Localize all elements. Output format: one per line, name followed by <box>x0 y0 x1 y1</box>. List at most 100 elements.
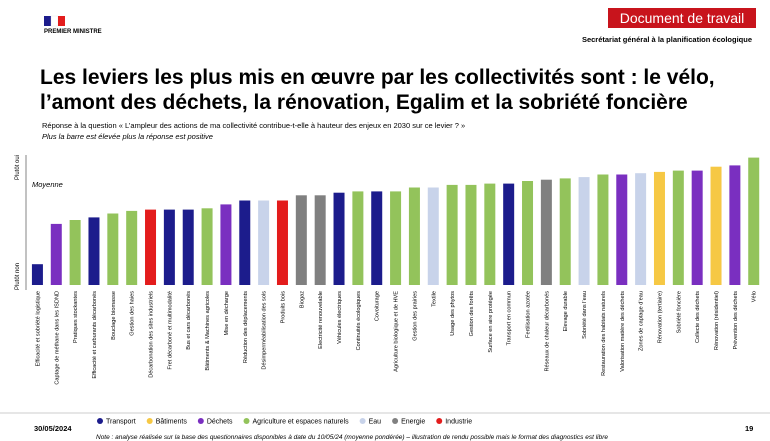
x-tick-label: Décarbonation des sites industriels <box>149 291 155 378</box>
legend-swatch <box>197 418 204 424</box>
bar <box>672 170 684 285</box>
x-tick-label: Collecte des déchets <box>695 291 701 343</box>
x-tick-label: Surface en aire protégée <box>488 291 494 353</box>
x-tick-label: Covoiturage <box>375 291 381 321</box>
bar <box>314 195 326 285</box>
x-tick-label: Textile <box>431 291 437 307</box>
bar <box>710 166 722 285</box>
legend-label: Industrie <box>445 419 472 426</box>
bar <box>220 204 232 285</box>
title-line: l’amont des déchets, la rénovation, Egal… <box>40 91 688 114</box>
x-tick-label: Rénovation (résidentiel) <box>714 291 720 350</box>
bar <box>484 183 496 285</box>
x-tick-label: Efficacité et sobriété logistique <box>35 291 41 366</box>
x-tick-label: Produits bois <box>280 291 286 324</box>
bar <box>427 187 439 285</box>
x-tick-label: Electricité renouvelable <box>318 291 324 349</box>
x-tick-label: Bus et cars décarbonés <box>186 291 192 350</box>
page-number: 19 <box>745 424 753 433</box>
x-tick-label: Désimperméabilisation des sols <box>262 291 268 370</box>
bar <box>352 191 364 285</box>
bar <box>126 210 138 285</box>
legend-label: Bâtiments <box>156 419 188 426</box>
flag-red <box>58 16 65 26</box>
bar <box>295 195 307 285</box>
bar <box>748 157 760 285</box>
bar <box>522 181 534 285</box>
org: Secrétariat général à la planification é… <box>582 35 752 44</box>
logo: PREMIER MINISTRE <box>44 29 102 35</box>
bar <box>50 223 62 285</box>
bar <box>182 209 194 285</box>
legend-swatch <box>436 418 443 424</box>
note: Note : analyse réalisée sur la base des … <box>96 434 608 441</box>
bar <box>276 200 288 285</box>
legend-swatch <box>243 418 250 424</box>
axis-bottom: Plutôt non <box>15 263 21 290</box>
bar <box>729 165 741 285</box>
x-tick-label: Gestion des prairies <box>412 291 418 341</box>
badge-box <box>608 8 756 28</box>
x-tick-label: Elevage durable <box>563 291 569 331</box>
x-tick-label: Continuités écologiques <box>356 291 362 351</box>
x-tick-label: Biogaz <box>299 291 305 308</box>
annotation: Moyenne <box>32 180 63 189</box>
x-tick-label: Sobriété foncière <box>676 291 682 333</box>
x-tick-label: Mise en décharge <box>224 291 230 335</box>
bar <box>88 217 100 285</box>
x-tick-label: Gestion des forêts <box>469 291 475 337</box>
x-tick-label: Véhicules électriques <box>337 291 343 344</box>
bar <box>597 174 609 285</box>
bar <box>31 264 43 285</box>
bar <box>333 192 345 285</box>
bar <box>371 191 383 285</box>
x-tick-label: Restauration des habitats naturels <box>601 291 607 376</box>
legend-label: Energie <box>401 419 425 426</box>
legend-swatch <box>359 418 366 424</box>
bar <box>559 178 571 285</box>
legend-swatch <box>97 418 103 424</box>
bar <box>653 171 665 285</box>
legend-label: Déchets <box>207 419 233 426</box>
subtitle: Réponse à la question « L’ampleur des ac… <box>42 121 465 130</box>
bar <box>258 200 270 285</box>
axis-top: Plutôt oui <box>15 155 21 180</box>
bar <box>163 209 175 285</box>
x-tick-label: Efficacité et carburants décarbonés <box>92 291 98 379</box>
bar <box>503 183 515 285</box>
x-tick-label: Bouclage biomasse <box>111 291 117 340</box>
bar <box>390 191 402 285</box>
flag-white <box>50 15 59 27</box>
legend-label: Transport <box>106 419 136 426</box>
bar <box>239 200 251 285</box>
bar <box>691 170 703 285</box>
x-tick-label: Valorisation matière des déchets <box>620 291 626 372</box>
x-tick-label: Rénovation (tertiaire) <box>657 291 663 343</box>
title-line: Les leviers les plus mis en œuvre par le… <box>40 66 715 89</box>
badge: Document de travail <box>620 10 745 26</box>
legend-label: Agriculture et espaces naturels <box>253 419 350 426</box>
x-tick-label: Sobriété dans l’eau <box>582 291 588 339</box>
x-tick-label: Prévention des déchets <box>733 291 739 350</box>
bar <box>408 187 420 285</box>
legend-swatch <box>392 418 399 424</box>
x-tick-label: Zones de captage d’eau <box>639 291 645 351</box>
legend-label: Eau <box>369 419 382 426</box>
x-tick-label: Réduction des déplacements <box>243 291 249 363</box>
x-tick-label: Usage des phytos <box>450 291 456 336</box>
flag-blue <box>44 16 51 26</box>
x-tick-label: Fertilisation azotée <box>526 291 532 338</box>
bar <box>446 184 458 285</box>
bar <box>465 184 477 285</box>
bar <box>578 177 590 285</box>
x-tick-label: Fret décarboné et multimodalité <box>167 291 173 370</box>
bar <box>635 173 647 285</box>
x-tick-label: Agriculture biologique et de HVE <box>394 291 400 372</box>
x-tick-label: Captage de méthane dans les ISDND <box>54 291 60 385</box>
x-tick-label: Gestion des haies <box>130 291 136 336</box>
bar <box>616 174 628 285</box>
date: 30/05/2024 <box>34 424 72 433</box>
bar <box>540 179 552 285</box>
x-tick-label: Vélo <box>752 291 758 302</box>
